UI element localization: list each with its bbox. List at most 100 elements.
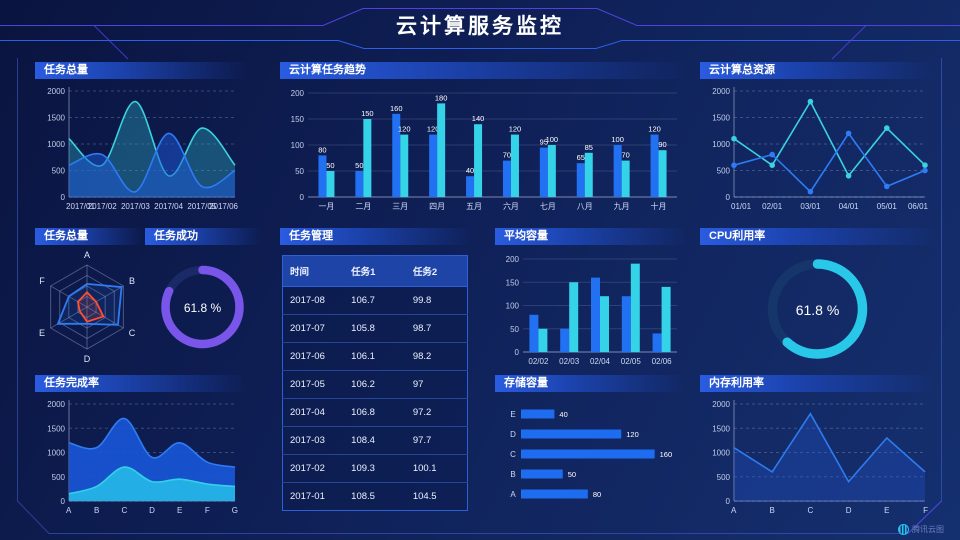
svg-text:140: 140: [472, 114, 485, 123]
panel-header: 任务总量: [35, 228, 141, 245]
table-cell: 97.7: [405, 426, 468, 455]
svg-text:80: 80: [593, 490, 601, 499]
table-cell: 105.8: [344, 314, 406, 343]
svg-text:70: 70: [621, 151, 629, 160]
panel-title: 云计算任务趋势: [289, 64, 366, 76]
svg-text:40: 40: [466, 166, 474, 175]
table-cell: 106.8: [344, 398, 406, 427]
svg-text:2017/04: 2017/04: [154, 202, 183, 211]
storage-hbar-chart: E 40 D 120 C 160 B 50 A 80: [510, 409, 672, 499]
task-table-head: 时间 任务1 任务2: [282, 255, 468, 287]
panel-title: 任务成功: [154, 230, 198, 242]
panel-title: 任务总量: [44, 230, 88, 242]
svg-text:1500: 1500: [712, 114, 730, 123]
svg-text:2017/02: 2017/02: [88, 202, 117, 211]
table-row: 2017-08 106.7 99.8: [282, 286, 468, 315]
svg-text:02/03: 02/03: [559, 357, 580, 366]
svg-text:F: F: [39, 276, 45, 286]
svg-text:180: 180: [435, 93, 448, 102]
svg-text:70: 70: [503, 151, 511, 160]
table-header-row: 时间 任务1 任务2: [282, 255, 468, 287]
svg-text:150: 150: [506, 278, 520, 287]
svg-text:120: 120: [626, 430, 639, 439]
svg-text:G: G: [232, 506, 238, 515]
svg-text:01/01: 01/01: [731, 202, 752, 211]
svg-text:85: 85: [585, 143, 593, 152]
table-cell: 2017-05: [282, 370, 345, 399]
svg-text:200: 200: [506, 255, 520, 264]
svg-text:0: 0: [300, 193, 305, 202]
table-row: 2017-04 106.8 97.2: [282, 398, 468, 427]
table-cell: 106.2: [344, 370, 406, 399]
svg-text:0: 0: [61, 193, 66, 202]
panel-resources: 云计算总资源 0 500 1000 1500 2000 01/01 02/01 03/01 04…: [700, 62, 935, 217]
table-cell: 108.5: [344, 482, 406, 511]
svg-text:D: D: [149, 506, 155, 515]
svg-text:40: 40: [559, 410, 567, 419]
svg-text:95: 95: [540, 138, 548, 147]
svg-text:02/05: 02/05: [621, 357, 642, 366]
table-cell: 97: [405, 370, 468, 399]
panel-header: 平均容量: [495, 228, 685, 245]
svg-text:十月: 十月: [651, 201, 667, 211]
panel-cpu: CPU利用率 61.8 %: [700, 228, 935, 375]
svg-text:F: F: [205, 506, 210, 515]
panel-title: 云计算总资源: [709, 64, 775, 76]
svg-text:E: E: [39, 328, 45, 338]
table-cell: 104.5: [405, 482, 468, 511]
svg-text:F: F: [923, 506, 928, 515]
watermark: 腾讯云图: [898, 524, 944, 535]
table-cell: 106.7: [344, 286, 406, 315]
svg-text:一月: 一月: [318, 202, 334, 211]
table-row: 2017-07 105.8 98.7: [282, 314, 468, 343]
panel-task-management: 任务管理 时间 任务1 任务2 2017-08 106.7 99.8 2017-07 105…: [280, 228, 470, 511]
panel-header: 任务成功: [145, 228, 260, 245]
svg-text:200: 200: [291, 89, 305, 98]
panel-header: 云计算任务趋势: [280, 62, 685, 79]
svg-text:500: 500: [717, 167, 731, 176]
svg-text:2000: 2000: [47, 400, 65, 409]
svg-text:2000: 2000: [712, 400, 730, 409]
cpu-value: 61.8 %: [795, 302, 840, 318]
table-row: 2017-02 109.3 100.1: [282, 454, 468, 483]
panel-header: 云计算总资源: [700, 62, 935, 79]
svg-text:A: A: [731, 506, 737, 515]
svg-text:B: B: [510, 470, 515, 479]
svg-text:120: 120: [509, 125, 522, 134]
svg-text:0: 0: [515, 348, 520, 357]
svg-text:B: B: [770, 506, 775, 515]
svg-text:0: 0: [726, 193, 731, 202]
svg-text:五月: 五月: [466, 202, 482, 211]
svg-text:0: 0: [726, 497, 731, 506]
panel-completion: 任务完成率 0 500 1000 1500 2000 A B C D E F G: [35, 375, 245, 521]
svg-text:120: 120: [398, 125, 411, 134]
table-cell: 2017-01: [282, 482, 345, 511]
svg-text:1000: 1000: [47, 449, 65, 458]
svg-text:500: 500: [52, 167, 66, 176]
svg-text:七月: 七月: [540, 202, 556, 211]
svg-text:100: 100: [546, 135, 559, 144]
table-cell: 99.8: [405, 286, 468, 315]
svg-text:500: 500: [717, 473, 731, 482]
task-success-value: 61.8 %: [183, 301, 222, 315]
svg-text:1000: 1000: [712, 449, 730, 458]
svg-text:C: C: [129, 328, 136, 338]
panel-task-success: 任务成功 61.8 %: [145, 228, 260, 372]
svg-text:50: 50: [295, 167, 304, 176]
svg-text:C: C: [121, 506, 127, 515]
svg-text:1000: 1000: [47, 140, 65, 149]
panel-header: 存储容量: [495, 375, 685, 392]
svg-text:E: E: [510, 410, 515, 419]
table-row: 2017-03 108.4 97.7: [282, 426, 468, 455]
table-cell: 108.4: [344, 426, 406, 455]
svg-text:E: E: [884, 506, 889, 515]
svg-text:八月: 八月: [577, 202, 593, 211]
panel-title: 任务完成率: [44, 377, 99, 389]
panel-storage: 存储容量 E 40 D 120 C 160 B 50 A 80: [495, 375, 685, 519]
svg-text:2017/01: 2017/01: [66, 202, 95, 211]
panel-trend: 云计算任务趋势 0 50 100 150 200 一月 二月 三月 四月 五月 六月 七月 八月 九月 十月…: [280, 62, 685, 217]
panel-title: 任务总量: [44, 64, 88, 76]
svg-text:02/02: 02/02: [528, 357, 549, 366]
svg-text:120: 120: [427, 125, 440, 134]
